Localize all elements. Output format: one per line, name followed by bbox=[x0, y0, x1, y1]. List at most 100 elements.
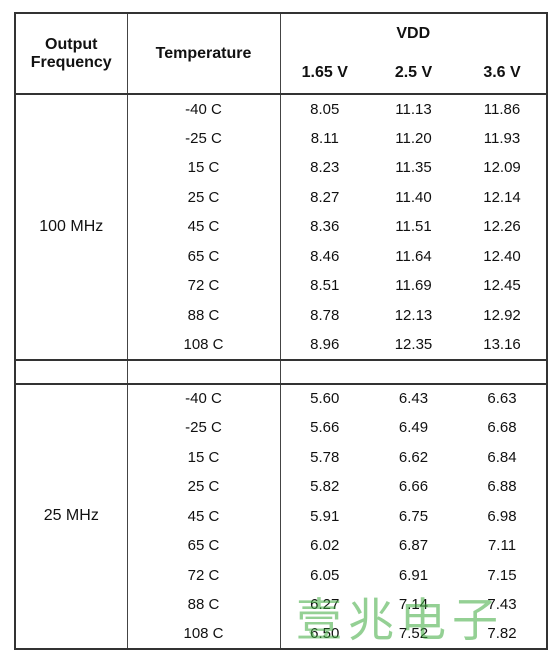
temperature-cell: -40 C bbox=[127, 383, 281, 413]
temperature-cell: 15 C bbox=[127, 153, 281, 183]
value-cell: 6.02 bbox=[310, 537, 340, 555]
value-cell: 6.27 bbox=[310, 596, 340, 614]
temperature-cell: 88 C bbox=[127, 300, 281, 330]
temperature-cell: 108 C bbox=[127, 619, 281, 649]
value-cell: 11.20 bbox=[395, 129, 432, 147]
value-cell: 6.62 bbox=[398, 448, 429, 466]
frequency-cell: 25 MHz bbox=[15, 383, 128, 649]
header-cell: 3.6 V bbox=[458, 53, 548, 95]
header-cell: 2.5 V bbox=[369, 53, 458, 95]
temperature-cell: 65 C bbox=[127, 241, 281, 271]
value-cell: 12.45 bbox=[483, 277, 521, 295]
value-cell: 6.50 bbox=[310, 625, 340, 643]
value-cell: 5.91 bbox=[310, 507, 340, 525]
value-cell: 6.91 bbox=[398, 566, 429, 584]
temperature-cell: -25 C bbox=[127, 123, 281, 153]
value-cell: 12.14 bbox=[483, 188, 521, 206]
spacer-cell bbox=[127, 358, 281, 385]
temperature-cell: 108 C bbox=[127, 330, 281, 360]
data-row: 72 C 8.51 11.69 12.45 bbox=[15, 271, 547, 301]
temperature-cell: -25 C bbox=[127, 413, 281, 443]
data-table: Output Frequency Temperature VDD 1.65 V … bbox=[14, 12, 549, 650]
value-cell: 11.69 bbox=[395, 277, 432, 295]
data-row: 88 C 8.78 12.13 12.92 bbox=[15, 300, 547, 330]
data-row: 25 MHz -40 C 5.60 6.43 6.63 bbox=[15, 383, 547, 649]
frequency-cell: 100 MHz bbox=[15, 94, 128, 360]
header-cell: Output Frequency bbox=[15, 13, 128, 95]
header-cell: Temperature bbox=[127, 13, 281, 95]
value-cell: 8.27 bbox=[310, 188, 340, 206]
temperature-cell: 25 C bbox=[127, 182, 281, 212]
value-cell: 6.66 bbox=[398, 478, 429, 496]
data-row: 15 C 5.78 6.62 6.84 bbox=[15, 442, 547, 472]
value-cell: 8.96 bbox=[310, 335, 340, 353]
table-body: 100 MHz -40 C 8.05 11.13 11.86 -25 C 8.11 11.20… bbox=[15, 94, 548, 649]
temperature-cell: 72 C bbox=[127, 271, 281, 301]
value-cell: 11.40 bbox=[395, 188, 432, 206]
value-cell: 8.36 bbox=[310, 218, 340, 236]
data-row: 15 C 8.23 11.35 12.09 bbox=[15, 153, 547, 183]
data-row: 25 C 5.82 6.66 6.88 bbox=[15, 472, 547, 502]
value-cell: 12.92 bbox=[483, 306, 521, 324]
value-cell: 8.78 bbox=[310, 306, 340, 324]
value-cell: 8.23 bbox=[310, 159, 340, 177]
data-row: -25 C 8.11 11.20 11.93 bbox=[15, 123, 547, 153]
value-cell: 6.68 bbox=[487, 419, 517, 437]
data-row: 25 C 8.27 11.40 12.14 bbox=[15, 182, 547, 212]
temperature-cell: 72 C bbox=[127, 560, 281, 590]
data-row: 108 C 6.50 7.52 7.82 bbox=[15, 619, 547, 649]
data-row: 45 C 8.36 11.51 12.26 bbox=[15, 212, 547, 242]
temperature-cell: 25 C bbox=[127, 472, 281, 502]
value-cell: 11.64 bbox=[395, 247, 432, 265]
value-cell: 11.13 bbox=[395, 100, 432, 118]
value-cell: 8.05 bbox=[310, 100, 340, 118]
value-cell: 12.35 bbox=[394, 335, 433, 353]
data-row: 108 C 8.96 12.35 13.16 bbox=[15, 330, 547, 360]
value-cell: 11.93 bbox=[483, 129, 521, 147]
value-cell: 7.15 bbox=[487, 566, 517, 584]
value-cell: 11.86 bbox=[483, 100, 521, 118]
value-cell: 6.84 bbox=[487, 448, 517, 466]
data-row: 45 C 5.91 6.75 6.98 bbox=[15, 501, 547, 531]
value-cell: 5.82 bbox=[310, 478, 340, 496]
data-row: 100 MHz -40 C 8.05 11.13 11.86 bbox=[15, 94, 547, 360]
data-row: -25 C 5.66 6.49 6.68 bbox=[15, 413, 547, 443]
temperature-cell: 45 C bbox=[127, 501, 281, 531]
watermark: 壹兆电子 bbox=[296, 593, 504, 647]
value-cell: 6.75 bbox=[398, 507, 429, 525]
temperature-cell: 15 C bbox=[127, 442, 281, 472]
value-cell: 5.78 bbox=[310, 448, 340, 466]
value-cell: 7.14 bbox=[398, 596, 429, 614]
temperature-cell: 45 C bbox=[127, 212, 281, 242]
spacer-cell bbox=[280, 358, 548, 385]
value-cell: 11.35 bbox=[395, 159, 432, 177]
data-row: 88 C 6.27 7.14 7.43 bbox=[15, 590, 547, 620]
value-cell: 8.11 bbox=[310, 129, 339, 147]
temperature-cell: 65 C bbox=[127, 531, 281, 561]
value-cell: 12.26 bbox=[483, 218, 521, 236]
value-cell: 6.05 bbox=[310, 566, 340, 584]
value-cell: 8.51 bbox=[310, 277, 340, 295]
value-cell: 12.40 bbox=[483, 247, 521, 265]
value-cell: 5.66 bbox=[310, 419, 340, 437]
header-cell: VDD bbox=[396, 24, 431, 42]
value-cell: 7.43 bbox=[487, 596, 517, 614]
spacer-row bbox=[15, 358, 548, 385]
value-cell: 6.63 bbox=[487, 390, 517, 408]
data-row: 65 C 6.02 6.87 7.11 bbox=[15, 531, 547, 561]
value-cell: 8.46 bbox=[310, 247, 340, 265]
value-cell: 13.16 bbox=[483, 335, 521, 353]
data-row: 65 C 8.46 11.64 12.40 bbox=[15, 241, 547, 271]
temperature-cell: -40 C bbox=[127, 94, 281, 124]
value-cell: 7.52 bbox=[398, 625, 429, 643]
value-cell: 6.87 bbox=[398, 537, 429, 555]
value-cell: 6.98 bbox=[487, 507, 517, 525]
value-cell: 6.43 bbox=[398, 390, 429, 408]
value-cell: 12.13 bbox=[394, 306, 433, 324]
value-cell: 6.49 bbox=[398, 419, 429, 437]
data-row: 72 C 6.05 6.91 7.15 bbox=[15, 560, 547, 590]
value-cell: 12.09 bbox=[483, 159, 521, 177]
header-cell: 1.65 V bbox=[280, 53, 369, 95]
temperature-cell: 88 C bbox=[127, 590, 281, 620]
